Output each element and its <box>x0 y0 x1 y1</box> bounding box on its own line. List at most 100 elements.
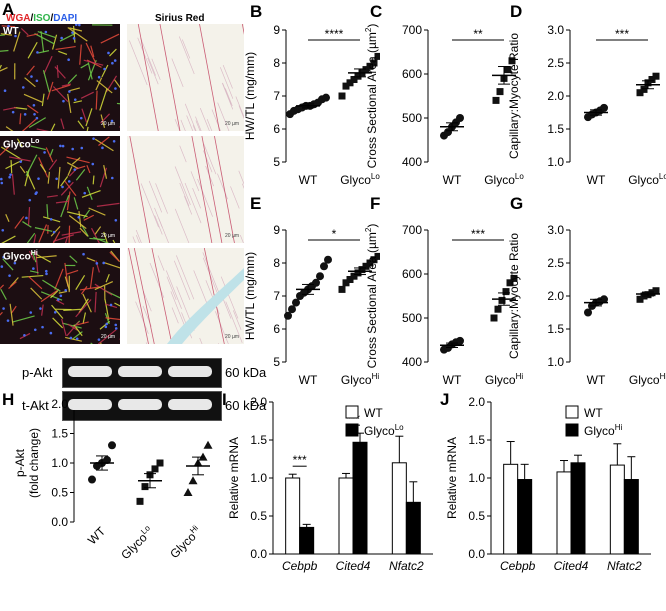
category-label: Cebpb <box>282 559 318 573</box>
membrane-stain <box>75 169 86 181</box>
data-point <box>354 72 362 80</box>
membrane-stain <box>79 286 100 291</box>
membrane-stain <box>116 102 120 105</box>
membrane-stain <box>43 55 53 75</box>
membrane-stain <box>67 26 88 42</box>
y-axis-label-sup: 2 <box>364 27 373 32</box>
data-point <box>490 314 498 322</box>
fiber-stain <box>218 343 220 344</box>
panel-label: I <box>222 390 227 409</box>
data-point <box>510 274 518 282</box>
membrane-stain <box>42 70 50 93</box>
membrane-stain <box>28 117 46 128</box>
nucleus-stain <box>32 103 36 107</box>
membrane-stain <box>22 221 32 228</box>
nucleus-stain <box>92 137 95 140</box>
fiber-stain <box>224 88 233 107</box>
bar <box>338 477 354 555</box>
legend-swatch <box>565 405 579 419</box>
membrane-stain <box>33 234 37 243</box>
membrane-stain <box>72 25 76 43</box>
membrane-stain <box>96 202 120 207</box>
membrane-stain <box>40 288 60 303</box>
nucleus-stain <box>114 327 118 330</box>
nucleus-stain <box>114 87 117 90</box>
membrane-stain <box>37 31 56 38</box>
membrane-stain <box>19 113 22 125</box>
nucleus-stain <box>64 288 67 292</box>
membrane-stain <box>23 93 43 103</box>
membrane-stain <box>105 317 120 321</box>
nucleus-stain <box>60 36 63 40</box>
fiber-stain <box>222 83 232 105</box>
nucleus-stain <box>36 51 39 54</box>
membrane-stain <box>99 320 111 330</box>
membrane-stain <box>58 50 68 56</box>
sirius-red-header: Sirius Red <box>155 13 205 24</box>
nucleus-stain <box>37 177 40 180</box>
membrane-stain <box>88 207 106 216</box>
fiber-stain <box>192 125 196 131</box>
membrane-stain <box>80 63 89 69</box>
membrane-stain <box>82 312 87 324</box>
data-point <box>636 295 644 303</box>
membrane-stain <box>89 267 94 289</box>
nucleus-stain <box>61 185 64 189</box>
nucleus-stain <box>103 67 106 71</box>
membrane-stain <box>56 65 59 78</box>
fiber-stain <box>135 229 142 243</box>
nucleus-stain <box>69 336 73 340</box>
y-tick-label: 2.0 <box>468 395 485 409</box>
micrograph-wt-sirius: 20 µm <box>127 24 244 131</box>
membrane-stain <box>46 194 58 198</box>
y-tick-label: 2.0 <box>547 289 564 303</box>
category-label: WT <box>299 373 318 387</box>
membrane-stain <box>66 162 79 170</box>
bar <box>556 471 572 555</box>
membrane-stain <box>66 321 80 337</box>
membrane-stain <box>58 290 68 294</box>
category-label-main: Glyco <box>628 173 659 187</box>
nucleus-stain <box>75 337 79 341</box>
y-tick-label: 1.5 <box>547 122 564 136</box>
fiber-stain <box>186 115 194 131</box>
y-axis-label: Cross Sectional Area (µm2) <box>364 224 379 369</box>
nucleus-stain <box>14 34 17 38</box>
membrane-stain <box>51 84 71 92</box>
membrane-stain <box>72 331 83 340</box>
y-axis-label-main: Cross Sectional Area (µm <box>365 232 379 368</box>
data-point <box>362 66 370 74</box>
membrane-stain <box>69 255 78 263</box>
membrane-stain <box>67 323 78 331</box>
membrane-stain <box>39 163 47 173</box>
fiber-stain <box>184 182 202 224</box>
fiber-stain <box>199 107 210 131</box>
membrane-stain <box>92 175 95 185</box>
membrane-stain <box>61 231 82 236</box>
fiber-stain <box>171 58 184 87</box>
nucleus-stain <box>33 112 36 116</box>
membrane-stain <box>89 237 106 241</box>
nucleus-stain <box>114 323 118 327</box>
membrane-stain <box>11 173 15 195</box>
nucleus-stain <box>19 160 23 163</box>
fiber-stain <box>190 171 200 192</box>
membrane-stain <box>54 66 66 79</box>
membrane-stain <box>75 299 92 318</box>
fiber-stain <box>149 262 165 298</box>
bar <box>352 441 368 555</box>
micrograph-glycohi-wga: GlycoHi 20 µm <box>0 248 120 344</box>
nucleus-stain <box>112 139 116 143</box>
category-label: WT <box>364 406 383 420</box>
category-label-sup: Lo <box>371 172 380 181</box>
y-tick-label: 2.5 <box>547 256 564 270</box>
fiber-stain <box>206 119 213 131</box>
membrane-stain <box>20 27 29 36</box>
membrane-stain <box>54 268 64 290</box>
category-label: Cited4 <box>336 559 371 573</box>
membrane-stain <box>14 216 25 229</box>
fiber-stain <box>157 255 165 271</box>
y-tick-label: 3.0 <box>547 23 564 37</box>
y-tick-label: 0.0 <box>51 515 68 529</box>
panel-label: G <box>510 194 523 213</box>
